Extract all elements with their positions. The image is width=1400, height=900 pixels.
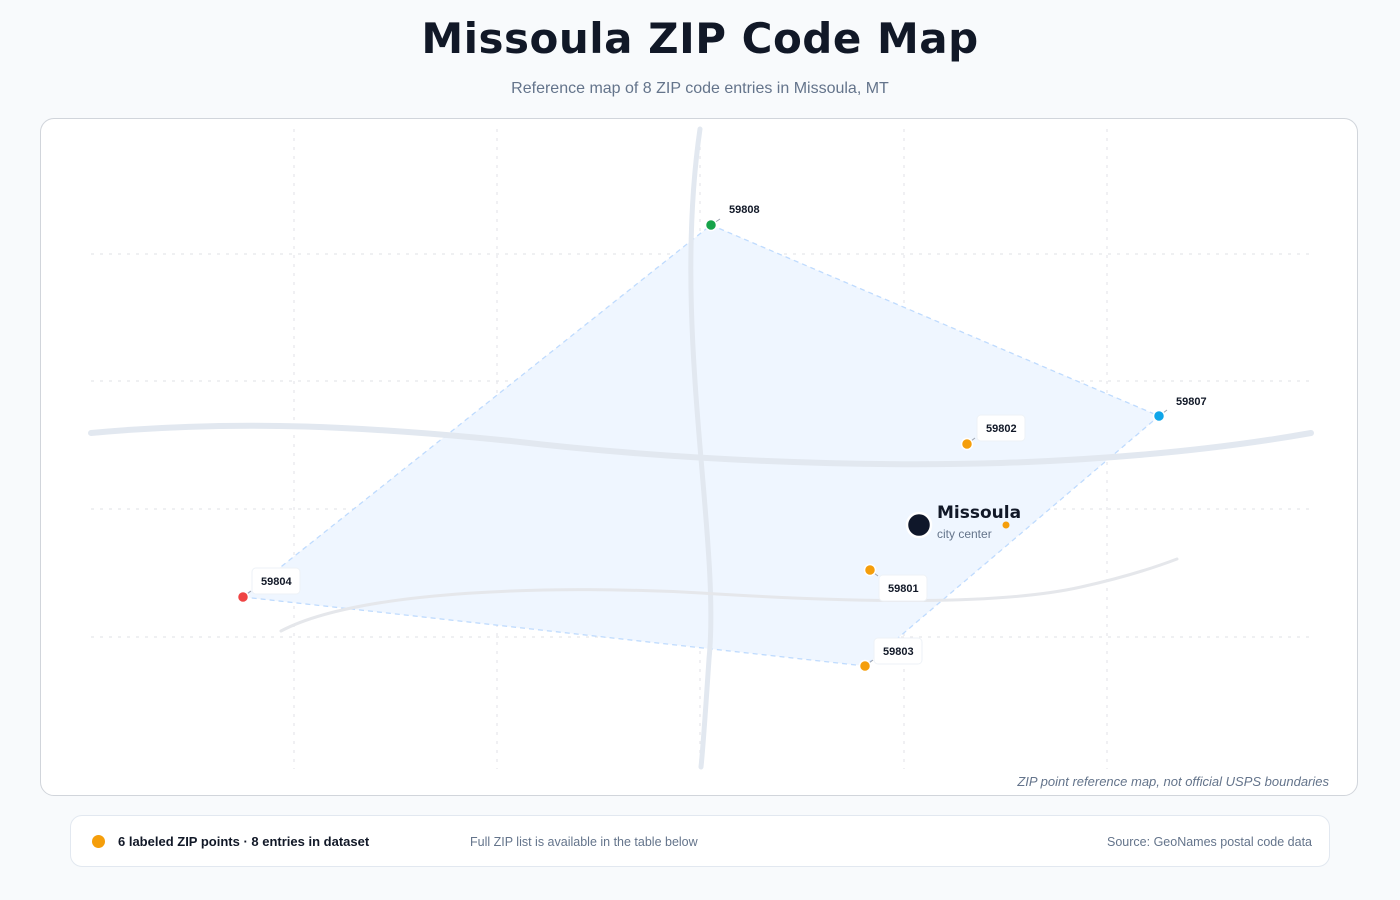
zip-point-59802[interactable]: 59802 xyxy=(960,414,1026,451)
zip-marker[interactable] xyxy=(1152,409,1166,423)
zip-label: 59808 xyxy=(729,204,760,216)
page-title: Missoula ZIP Code Map xyxy=(421,14,979,63)
zip-marker[interactable] xyxy=(236,590,250,604)
zip-label: 59807 xyxy=(1176,396,1207,408)
zip-point-59804[interactable]: 59804 xyxy=(236,567,301,604)
zip-marker[interactable] xyxy=(704,218,718,232)
zip-point-59808[interactable]: 59808 xyxy=(704,197,768,232)
legend-text: 6 labeled ZIP points · 8 entries in data… xyxy=(118,834,370,849)
map-disclaimer: ZIP point reference map, not official US… xyxy=(1017,774,1329,789)
map-panel[interactable]: 59808 59807 59802 59801 59803 xyxy=(40,118,1358,796)
city-name: Missoula xyxy=(937,503,1021,523)
page-subtitle: Reference map of 8 ZIP code entries in M… xyxy=(511,80,889,97)
road-north-south xyxy=(688,126,714,770)
city-sublabel: city center xyxy=(937,527,992,541)
zip-label: 59803 xyxy=(883,646,914,658)
zip-marker[interactable] xyxy=(863,563,877,577)
zip-point-59807[interactable]: 59807 xyxy=(1152,389,1215,423)
zip-label: 59802 xyxy=(986,423,1017,435)
zip-label: 59804 xyxy=(261,576,292,588)
zip-marker[interactable] xyxy=(960,437,974,451)
zip-point-59801[interactable]: 59801 xyxy=(863,563,928,602)
map-canvas[interactable]: 59808 59807 59802 59801 59803 xyxy=(41,119,1358,796)
legend-bar: 6 labeled ZIP points · 8 entries in data… xyxy=(70,815,1330,867)
city-accent-dot xyxy=(1002,521,1010,529)
city-dot[interactable] xyxy=(905,511,933,539)
river xyxy=(279,557,1179,633)
source-attribution: Source: GeoNames postal code data xyxy=(1107,835,1312,849)
zip-label: 59801 xyxy=(888,583,919,595)
table-note: Full ZIP list is available in the table … xyxy=(470,835,698,849)
road-east-west xyxy=(88,422,1314,468)
city-center-marker[interactable]: Missoula city center xyxy=(905,503,1021,541)
legend-dot-icon xyxy=(92,835,105,848)
zip-point-59803[interactable]: 59803 xyxy=(858,637,923,673)
zip-marker[interactable] xyxy=(858,659,872,673)
